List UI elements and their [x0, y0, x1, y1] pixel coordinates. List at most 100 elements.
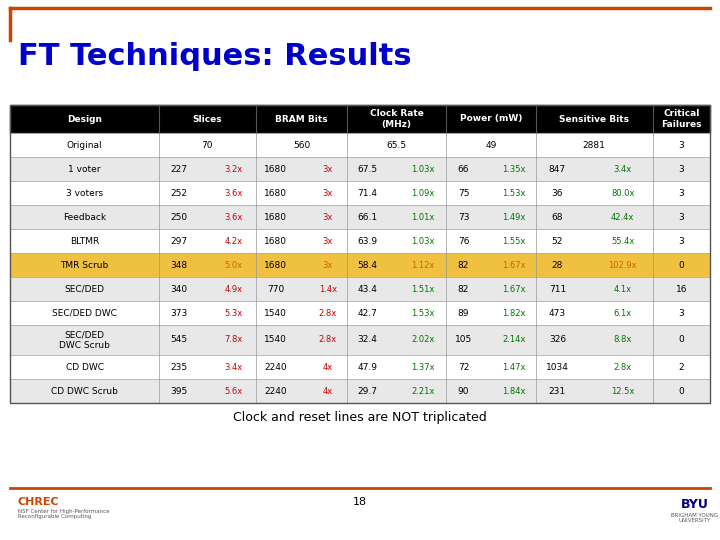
Text: 70: 70 — [202, 140, 213, 150]
Text: 1.53x: 1.53x — [411, 308, 435, 318]
Text: TMR Scrub: TMR Scrub — [60, 260, 109, 269]
Bar — [10, 379, 710, 403]
Text: 1.67x: 1.67x — [502, 285, 526, 294]
Text: 1680: 1680 — [264, 188, 287, 198]
Text: 82: 82 — [458, 260, 469, 269]
Text: 3x: 3x — [323, 213, 333, 221]
Text: 71.4: 71.4 — [357, 188, 377, 198]
Text: 250: 250 — [171, 213, 188, 221]
Text: CD DWC: CD DWC — [66, 362, 104, 372]
Text: 2.14x: 2.14x — [502, 335, 526, 345]
Bar — [10, 355, 710, 379]
Text: 2.8x: 2.8x — [319, 335, 337, 345]
Text: 1.53x: 1.53x — [502, 188, 526, 198]
Bar — [10, 205, 710, 229]
Bar — [10, 253, 710, 277]
Text: 18: 18 — [353, 497, 367, 507]
Text: Clock and reset lines are NOT triplicated: Clock and reset lines are NOT triplicate… — [233, 410, 487, 423]
Text: Clock Rate
(MHz): Clock Rate (MHz) — [370, 109, 423, 129]
Text: 3x: 3x — [323, 165, 333, 173]
Text: 5.0x: 5.0x — [225, 260, 243, 269]
Text: 2240: 2240 — [264, 387, 287, 395]
Bar — [10, 105, 710, 133]
Text: 2240: 2240 — [264, 362, 287, 372]
Text: 3 voters: 3 voters — [66, 188, 103, 198]
Text: 0: 0 — [678, 387, 684, 395]
Text: 1.84x: 1.84x — [502, 387, 526, 395]
Text: 58.4: 58.4 — [357, 260, 377, 269]
Text: 1.82x: 1.82x — [502, 308, 526, 318]
Text: FT Techniques: Results: FT Techniques: Results — [18, 42, 412, 71]
Text: 89: 89 — [458, 308, 469, 318]
Text: 4.1x: 4.1x — [613, 285, 632, 294]
Text: Feedback: Feedback — [63, 213, 106, 221]
Text: 1.37x: 1.37x — [411, 362, 435, 372]
Text: 231: 231 — [549, 387, 566, 395]
Text: 1680: 1680 — [264, 260, 287, 269]
Text: 227: 227 — [171, 165, 188, 173]
Text: 1034: 1034 — [546, 362, 569, 372]
Text: 55.4x: 55.4x — [611, 237, 634, 246]
Text: 3x: 3x — [323, 237, 333, 246]
Text: 1.4x: 1.4x — [319, 285, 337, 294]
Text: 4x: 4x — [323, 362, 333, 372]
Bar — [10, 229, 710, 253]
Text: 90: 90 — [458, 387, 469, 395]
Text: 1 voter: 1 voter — [68, 165, 101, 173]
Text: 0: 0 — [678, 260, 684, 269]
Text: 770: 770 — [267, 285, 284, 294]
Text: CHREC: CHREC — [18, 497, 60, 507]
Text: 8.8x: 8.8x — [613, 335, 632, 345]
Text: 76: 76 — [458, 237, 469, 246]
Text: 80.0x: 80.0x — [611, 188, 634, 198]
Text: 235: 235 — [171, 362, 188, 372]
Text: 47.9: 47.9 — [357, 362, 377, 372]
Text: 326: 326 — [549, 335, 566, 345]
Text: 5.6x: 5.6x — [225, 387, 243, 395]
Text: 63.9: 63.9 — [357, 237, 377, 246]
Text: 2881: 2881 — [582, 140, 606, 150]
Text: 3: 3 — [678, 213, 684, 221]
Text: 5.3x: 5.3x — [225, 308, 243, 318]
Text: 49: 49 — [485, 140, 497, 150]
Text: 105: 105 — [455, 335, 472, 345]
Text: 4.9x: 4.9x — [225, 285, 243, 294]
Text: 82: 82 — [458, 285, 469, 294]
Text: 66: 66 — [458, 165, 469, 173]
Text: 75: 75 — [458, 188, 469, 198]
Text: 1680: 1680 — [264, 213, 287, 221]
Text: NSF Center for High-Performance
Reconfigurable Computing: NSF Center for High-Performance Reconfig… — [18, 509, 109, 519]
Text: 28: 28 — [552, 260, 563, 269]
Text: 1680: 1680 — [264, 165, 287, 173]
Text: 1.47x: 1.47x — [502, 362, 526, 372]
Text: BRAM Bits: BRAM Bits — [275, 114, 328, 124]
Text: 3x: 3x — [323, 260, 333, 269]
Text: 1.49x: 1.49x — [502, 213, 526, 221]
Text: CD DWC Scrub: CD DWC Scrub — [51, 387, 118, 395]
Text: 3x: 3x — [323, 188, 333, 198]
Text: 3: 3 — [678, 140, 684, 150]
Text: Original: Original — [67, 140, 102, 150]
Text: 1540: 1540 — [264, 308, 287, 318]
Bar — [10, 181, 710, 205]
Text: 2.21x: 2.21x — [411, 387, 435, 395]
Text: 73: 73 — [458, 213, 469, 221]
Text: 847: 847 — [549, 165, 566, 173]
Text: 545: 545 — [171, 335, 188, 345]
Text: 72: 72 — [458, 362, 469, 372]
Text: 42.7: 42.7 — [358, 308, 377, 318]
Text: Power (mW): Power (mW) — [459, 114, 522, 124]
Text: BRIGHAM YOUNG
UNIVERSITY: BRIGHAM YOUNG UNIVERSITY — [672, 512, 719, 523]
Text: 1540: 1540 — [264, 335, 287, 345]
Text: 12.5x: 12.5x — [611, 387, 634, 395]
Text: 65.5: 65.5 — [387, 140, 407, 150]
Text: 1.09x: 1.09x — [411, 188, 435, 198]
Text: SEC/DED
DWC Scrub: SEC/DED DWC Scrub — [59, 330, 110, 350]
Text: 1680: 1680 — [264, 237, 287, 246]
Text: 297: 297 — [171, 237, 188, 246]
Text: SEC/DED DWC: SEC/DED DWC — [52, 308, 117, 318]
Text: 3: 3 — [678, 188, 684, 198]
Text: 348: 348 — [171, 260, 188, 269]
Text: 36: 36 — [552, 188, 563, 198]
Text: Slices: Slices — [192, 114, 222, 124]
